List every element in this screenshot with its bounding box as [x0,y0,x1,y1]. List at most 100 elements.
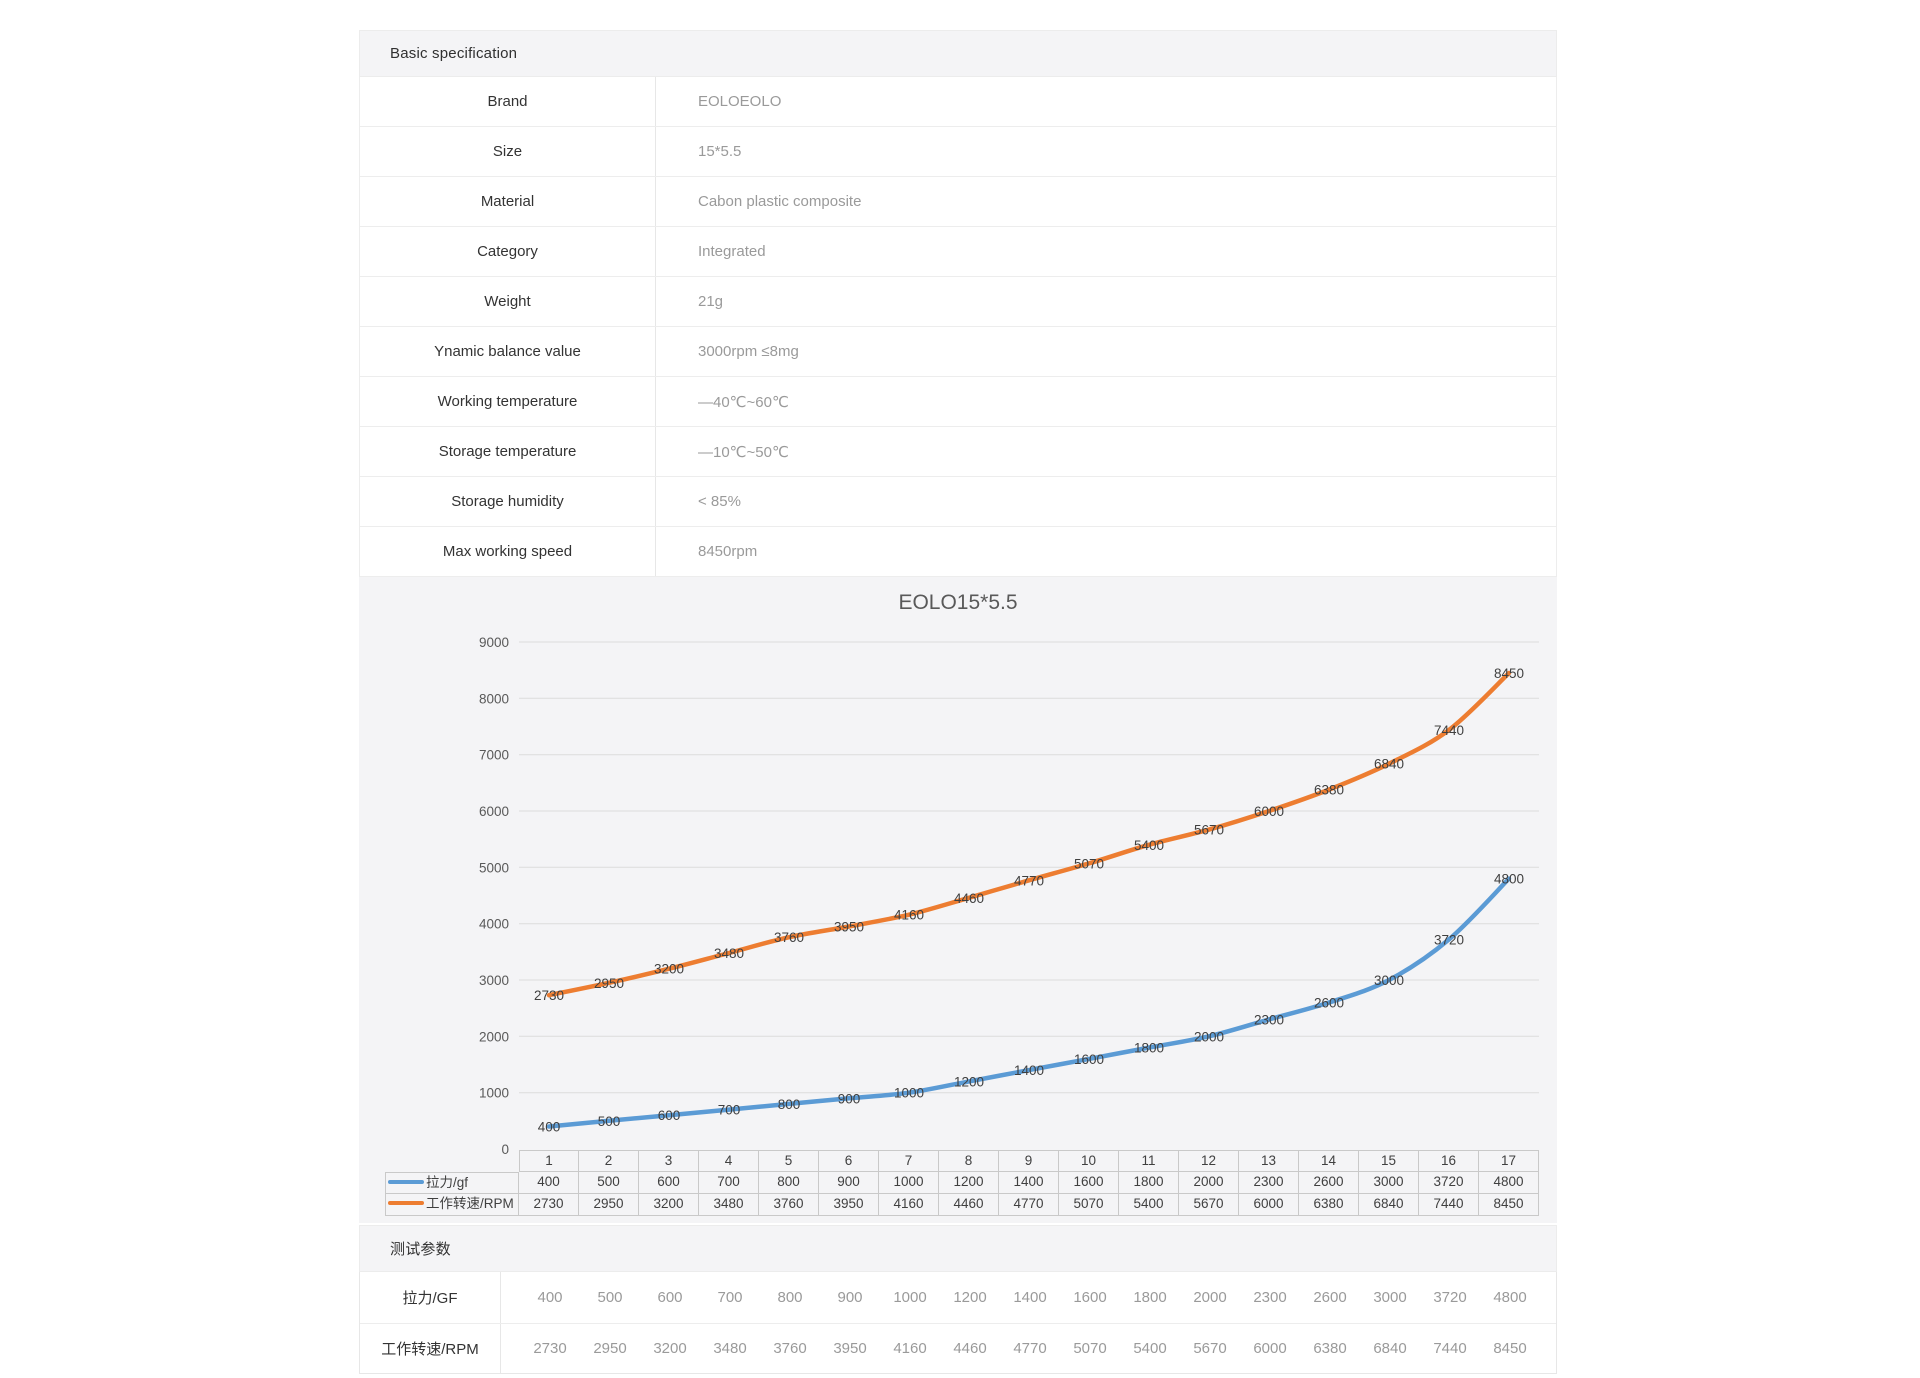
test-param-value: 3200 [653,1340,687,1357]
chart-table-value-cell: 3760 [759,1194,819,1216]
chart-table-value-cell: 6000 [1239,1194,1299,1216]
test-param-value: 3720 [1433,1289,1467,1306]
spec-row: Storage temperature —10℃~50℃ [360,427,1556,477]
chart-table-category-cell: 10 [1059,1150,1119,1172]
test-param-value: 6380 [1313,1340,1347,1357]
data-label: 4800 [1494,872,1524,887]
chart-table-value-cell: 4800 [1479,1172,1539,1194]
test-param-value: 700 [717,1289,743,1306]
test-param-value: 5400 [1133,1340,1167,1357]
chart-table-value-cell: 600 [639,1172,699,1194]
test-param-value: 5670 [1193,1340,1227,1357]
data-label: 2000 [1194,1029,1224,1044]
y-axis-tick-label: 4000 [479,917,509,932]
data-label: 1600 [1074,1052,1104,1067]
test-param-value: 4460 [953,1340,987,1357]
test-param-value: 7440 [1433,1340,1467,1357]
chart-table-series-row: 拉力/gf 400 500 600 700 800 900 1000 1200 1400 1600 1… [385,1172,1539,1194]
spec-row-label: Weight [360,277,656,326]
test-param-row: 拉力/GF 400 500 600 700 800 900 1000 1200 1400 1600 1… [360,1272,1556,1323]
chart-table-category-cell: 1 [519,1150,579,1172]
chart-table-value-cell: 2600 [1299,1172,1359,1194]
chart-table-category-cell: 7 [879,1150,939,1172]
test-params-header: 测试参数 [359,1225,1557,1272]
spec-row-label: Category [360,227,656,276]
chart-table-value-cell: 3200 [639,1194,699,1216]
spec-row-label: Working temperature [360,377,656,426]
chart-table-value-cell: 4160 [879,1194,939,1216]
test-param-value: 4160 [893,1340,927,1357]
data-label: 1400 [1014,1063,1044,1078]
spec-table-header: Basic specification [359,30,1557,77]
chart-table-value-cell: 5400 [1119,1194,1179,1216]
line-chart: 0 1000 2000 3000 4000 5000 6000 7000 8000 9000 400… [479,635,1539,1157]
test-param-value: 4770 [1013,1340,1047,1357]
spec-row: Brand EOLOEOLO [360,77,1556,127]
test-param-value: 1000 [893,1289,927,1306]
spec-row: Weight 21g [360,277,1556,327]
data-label: 600 [658,1108,681,1123]
chart-table-category-cell: 2 [579,1150,639,1172]
spec-row-label: Ynamic balance value [360,327,656,376]
test-param-value: 500 [597,1289,623,1306]
test-param-values: 2730 2950 3200 3480 3760 3950 4160 4460 4770 5070… [501,1324,1556,1373]
data-label: 4770 [1014,873,1044,888]
data-label: 4460 [954,891,984,906]
test-param-value: 1400 [1013,1289,1047,1306]
test-param-value: 600 [657,1289,683,1306]
test-param-value: 3000 [1373,1289,1407,1306]
spec-row-label: Size [360,127,656,176]
chart-table-value-cell: 5670 [1179,1194,1239,1216]
chart-table-value-cell: 1000 [879,1172,939,1194]
test-param-value: 3950 [833,1340,867,1357]
test-param-label: 拉力/GF [360,1272,501,1323]
chart-table-value-cell: 800 [759,1172,819,1194]
chart-table-value-cell: 3000 [1359,1172,1419,1194]
spec-row-value: EOLOEOLO [698,93,782,110]
chart-table-value-cell: 1400 [999,1172,1059,1194]
spec-row-value: —10℃~50℃ [698,443,789,461]
series-name: 拉力/gf [426,1175,469,1190]
chart-table-value-cell: 2000 [1179,1172,1239,1194]
chart-title: EOLO15*5.5 [898,591,1018,614]
data-label: 7440 [1434,723,1464,738]
test-params-section: 测试参数 拉力/GF 400 500 600 700 800 900 1000 1200 1400… [359,1225,1557,1374]
test-param-value: 3760 [773,1340,807,1357]
data-label: 3480 [714,946,744,961]
chart-table-value-cell: 8450 [1479,1194,1539,1216]
test-param-value: 3480 [713,1340,747,1357]
test-param-value: 4800 [1493,1289,1527,1306]
spec-row-label: Storage humidity [360,477,656,526]
data-label: 3950 [834,920,864,935]
chart-table-category-cell: 11 [1119,1150,1179,1172]
test-param-value: 1600 [1073,1289,1107,1306]
series-line-swatch [388,1179,424,1184]
chart-table-value-cell: 6380 [1299,1194,1359,1216]
test-param-value: 1800 [1133,1289,1167,1306]
chart-table-value-cell: 3480 [699,1194,759,1216]
chart-table-category-cell: 5 [759,1150,819,1172]
chart-table-value-cell: 1200 [939,1172,999,1194]
spec-table: Basic specification Brand EOLOEOLO Size 15*… [359,30,1557,577]
test-param-value: 2000 [1193,1289,1227,1306]
chart-table-value-cell: 400 [519,1172,579,1194]
chart-table-value-cell: 900 [819,1172,879,1194]
data-label: 1000 [894,1086,924,1101]
chart-table-category-cell: 4 [699,1150,759,1172]
chart-table-legend-cell: 拉力/gf [385,1172,519,1194]
test-params-title: 测试参数 [390,1241,451,1258]
test-param-value: 6840 [1373,1340,1407,1357]
test-param-value: 6000 [1253,1340,1287,1357]
chart-table-value-cell: 1600 [1059,1172,1119,1194]
chart-table-value-cell: 700 [699,1172,759,1194]
spec-row-value: < 85% [698,493,741,510]
data-label: 900 [838,1091,861,1106]
data-label: 3200 [654,962,684,977]
series-line-0 [546,876,1512,1129]
series-line-1 [546,670,1512,998]
chart-table-value-cell: 4770 [999,1194,1059,1216]
y-axis-tick-label: 8000 [479,691,509,706]
test-param-label: 工作转速/RPM [360,1324,501,1373]
spec-row-label: Max working speed [360,527,656,576]
